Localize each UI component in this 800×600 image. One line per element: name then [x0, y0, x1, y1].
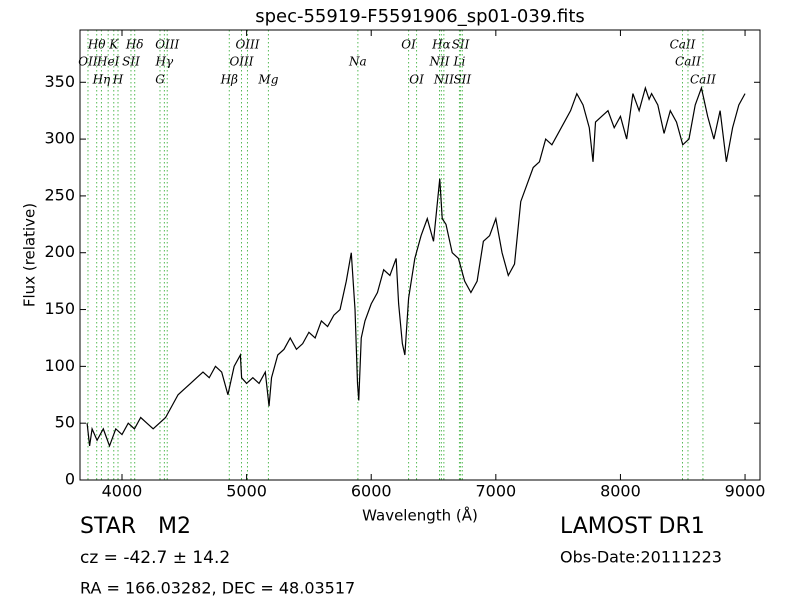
y-tick-label: 50: [55, 413, 75, 432]
spectral-line-label: OI: [409, 73, 424, 87]
redshift-label: cz = -42.7 ± 14.2: [80, 548, 230, 568]
spectral-line-label: Hη: [92, 73, 111, 87]
spectral-line-label: NII: [429, 55, 450, 69]
spectral-line-label: NII: [433, 73, 454, 87]
coords-label: RA = 166.03282, DEC = 48.03517: [80, 579, 355, 598]
subclass-label: M2: [158, 514, 191, 539]
obs-date-label: Obs-Date:20111223: [560, 548, 722, 567]
spectral-line-label: CaII: [675, 55, 701, 69]
class-label: STAR: [80, 514, 136, 539]
spectral-line-label: Hβ: [220, 73, 238, 87]
spectral-line-label: SII: [122, 55, 140, 69]
x-tick-label: 6000: [351, 482, 392, 501]
spectral-line-label: OI: [401, 38, 416, 52]
spectral-line-label: CaII: [690, 73, 716, 87]
y-tick-label: 0: [65, 470, 75, 489]
spectral-line-label: K: [108, 38, 119, 52]
spectral-line-label: HeI: [96, 55, 120, 69]
spectrum-line: [86, 85, 746, 448]
spectral-line-label: Hγ: [155, 55, 174, 69]
spectral-line-label: Na: [348, 55, 367, 69]
spectral-line-label: Hα: [431, 38, 451, 52]
y-tick-label: 250: [44, 185, 75, 204]
spectral-line-label: OIII: [155, 38, 179, 52]
spectral-line-label: CaII: [670, 38, 696, 52]
x-tick-label: 4000: [102, 482, 143, 501]
x-tick-label: 8000: [600, 482, 641, 501]
spectral-line-label: Li: [453, 55, 466, 69]
x-tick-label: 7000: [475, 482, 516, 501]
spectral-line-label: OIII: [235, 38, 259, 52]
y-axis-label: Flux (relative): [21, 203, 39, 307]
spectral-line-label: Mg: [257, 73, 278, 87]
x-axis-label: Wavelength (Å): [362, 506, 478, 525]
spectral-line-label: SII: [452, 38, 470, 52]
spectral-line-label: OII: [78, 55, 98, 69]
spectral-line-label: H: [112, 73, 124, 87]
plot-frame: [79, 29, 761, 481]
spectral-line-label: Hθ: [87, 38, 106, 52]
y-tick-label: 150: [44, 299, 75, 318]
spectral-line-label: OIII: [229, 55, 253, 69]
y-tick-label: 350: [44, 72, 75, 91]
x-tick-label: 5000: [226, 482, 267, 501]
spectral-line-label: SII: [453, 73, 471, 87]
x-tick-label: 9000: [725, 482, 766, 501]
y-tick-label: 300: [44, 129, 75, 148]
survey-label: LAMOST DR1: [560, 514, 705, 539]
spectral-line-label: G: [155, 73, 165, 87]
y-tick-label: 200: [44, 242, 75, 261]
spectral-line-label: Hδ: [125, 38, 144, 52]
chart-title: spec-55919-F5591906_sp01-039.fits: [255, 6, 585, 27]
y-tick-label: 100: [44, 356, 75, 375]
